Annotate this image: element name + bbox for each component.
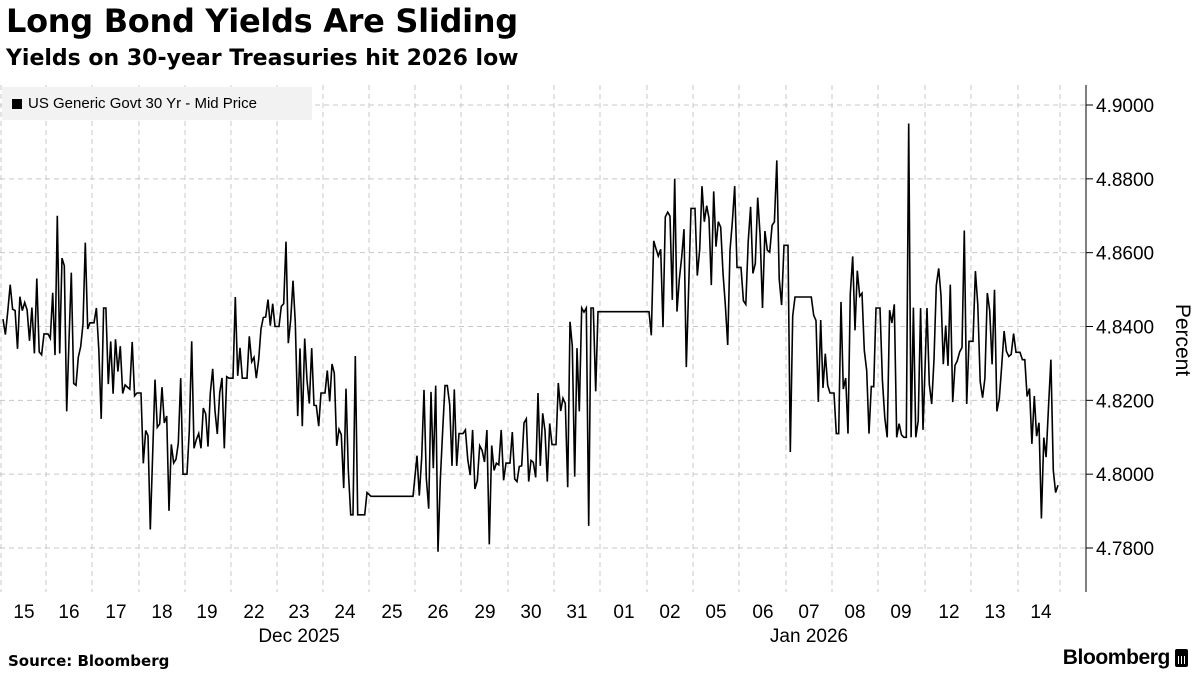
x-tick-label: 29	[474, 602, 495, 623]
x-tick-label: 24	[334, 602, 356, 623]
y-axis-label: Percent	[1171, 304, 1194, 377]
x-tick-label: 22	[243, 602, 264, 623]
y-tick-label: 4.9000	[1096, 96, 1154, 117]
x-tick-label: 31	[566, 602, 587, 623]
brand-name: Bloomberg	[1062, 646, 1171, 669]
x-tick-label: 15	[13, 602, 34, 623]
x-tick-label: 14	[1030, 602, 1052, 623]
chart-title: Long Bond Yields Are Sliding	[6, 2, 518, 40]
brand-logo: Bloomberg	[1063, 646, 1188, 670]
chart-subtitle: Yields on 30-year Treasuries hit 2026 lo…	[6, 46, 519, 71]
x-tick-label: 23	[288, 602, 309, 623]
x-tick-label: 08	[844, 602, 865, 623]
legend: US Generic Govt 30 Yr - Mid Price	[2, 87, 312, 120]
terminal-icon	[1175, 649, 1188, 667]
x-tick-label: 12	[938, 602, 959, 623]
legend-swatch	[12, 98, 22, 109]
x-tick-label: 09	[890, 602, 911, 623]
x-tick-label: 26	[427, 602, 448, 623]
yield-series-line	[2, 123, 1059, 552]
x-tick-label: 25	[381, 602, 402, 623]
x-tick-label: 06	[752, 602, 773, 623]
x-month-label: Jan 2026	[770, 626, 848, 647]
y-tick-label: 4.8200	[1096, 391, 1154, 412]
x-tick-label: 17	[105, 602, 126, 623]
y-tick-label: 4.8000	[1096, 465, 1154, 486]
x-tick-label: 19	[196, 602, 217, 623]
x-tick-label: 16	[58, 602, 79, 623]
y-tick-label: 4.8600	[1096, 244, 1154, 265]
y-tick-label: 4.8400	[1096, 318, 1154, 339]
x-tick-label: 05	[705, 602, 726, 623]
x-tick-label: 02	[659, 602, 680, 623]
x-tick-label: 07	[798, 602, 819, 623]
x-tick-label: 30	[520, 602, 541, 623]
y-tick-label: 4.8800	[1096, 170, 1154, 191]
x-tick-label: 13	[984, 602, 1005, 623]
x-tick-label: 01	[613, 602, 634, 623]
x-month-label: Dec 2025	[258, 626, 339, 647]
legend-label: US Generic Govt 30 Yr - Mid Price	[28, 95, 257, 112]
y-tick-label: 4.7800	[1096, 539, 1154, 560]
x-tick-label: 18	[151, 602, 172, 623]
source-note: Source: Bloomberg	[8, 652, 170, 670]
